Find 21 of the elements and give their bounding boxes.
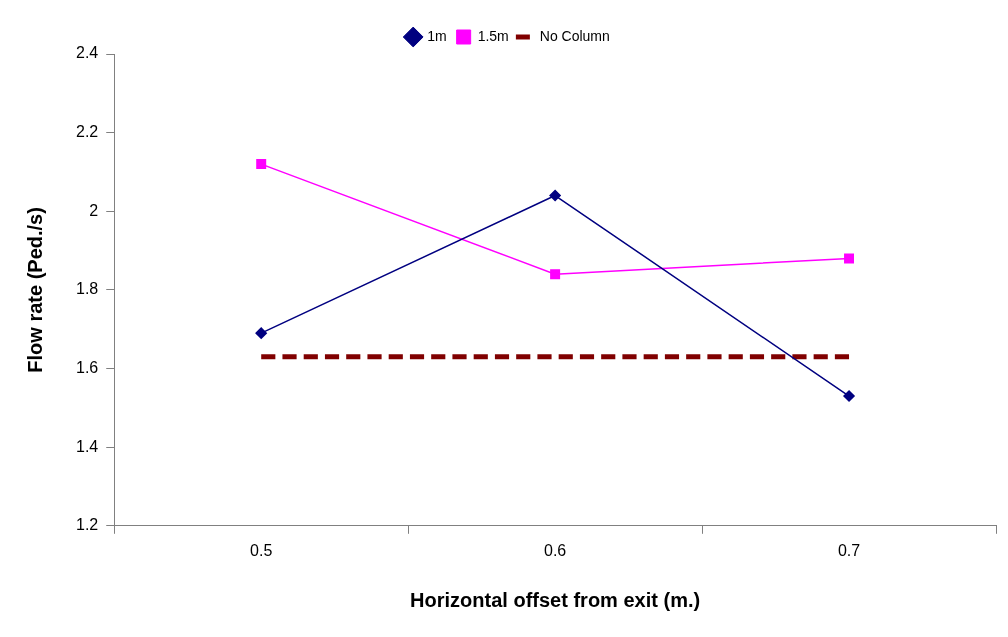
y-tick-label: 2 (89, 201, 99, 219)
y-tick-label: 1.2 (75, 516, 99, 534)
point (256, 159, 267, 170)
x-tick-label: 0.5 (250, 541, 273, 559)
y-tick-label: 1.8 (75, 280, 99, 298)
legend-label: 1m (427, 27, 447, 44)
point (844, 253, 855, 264)
point (843, 390, 855, 402)
point (255, 327, 267, 339)
x-tick-label: 0.7 (837, 541, 861, 559)
y-tick-label: 2.2 (75, 123, 99, 141)
point (549, 189, 561, 202)
point (550, 269, 561, 280)
x-tick-label: 0.6 (544, 541, 567, 559)
y-tick-label: 1.6 (75, 358, 99, 376)
y-tick-label: 2.4 (75, 44, 99, 62)
y-tick-label: 1.4 (75, 437, 99, 455)
y-axis-title: Flow rate (Ped./s) (23, 207, 46, 373)
legend-label: No Column (539, 27, 610, 44)
x-axis-title: Horizontal offset from exit (m.) (410, 588, 701, 611)
legend-label: 1.5m (477, 27, 509, 44)
